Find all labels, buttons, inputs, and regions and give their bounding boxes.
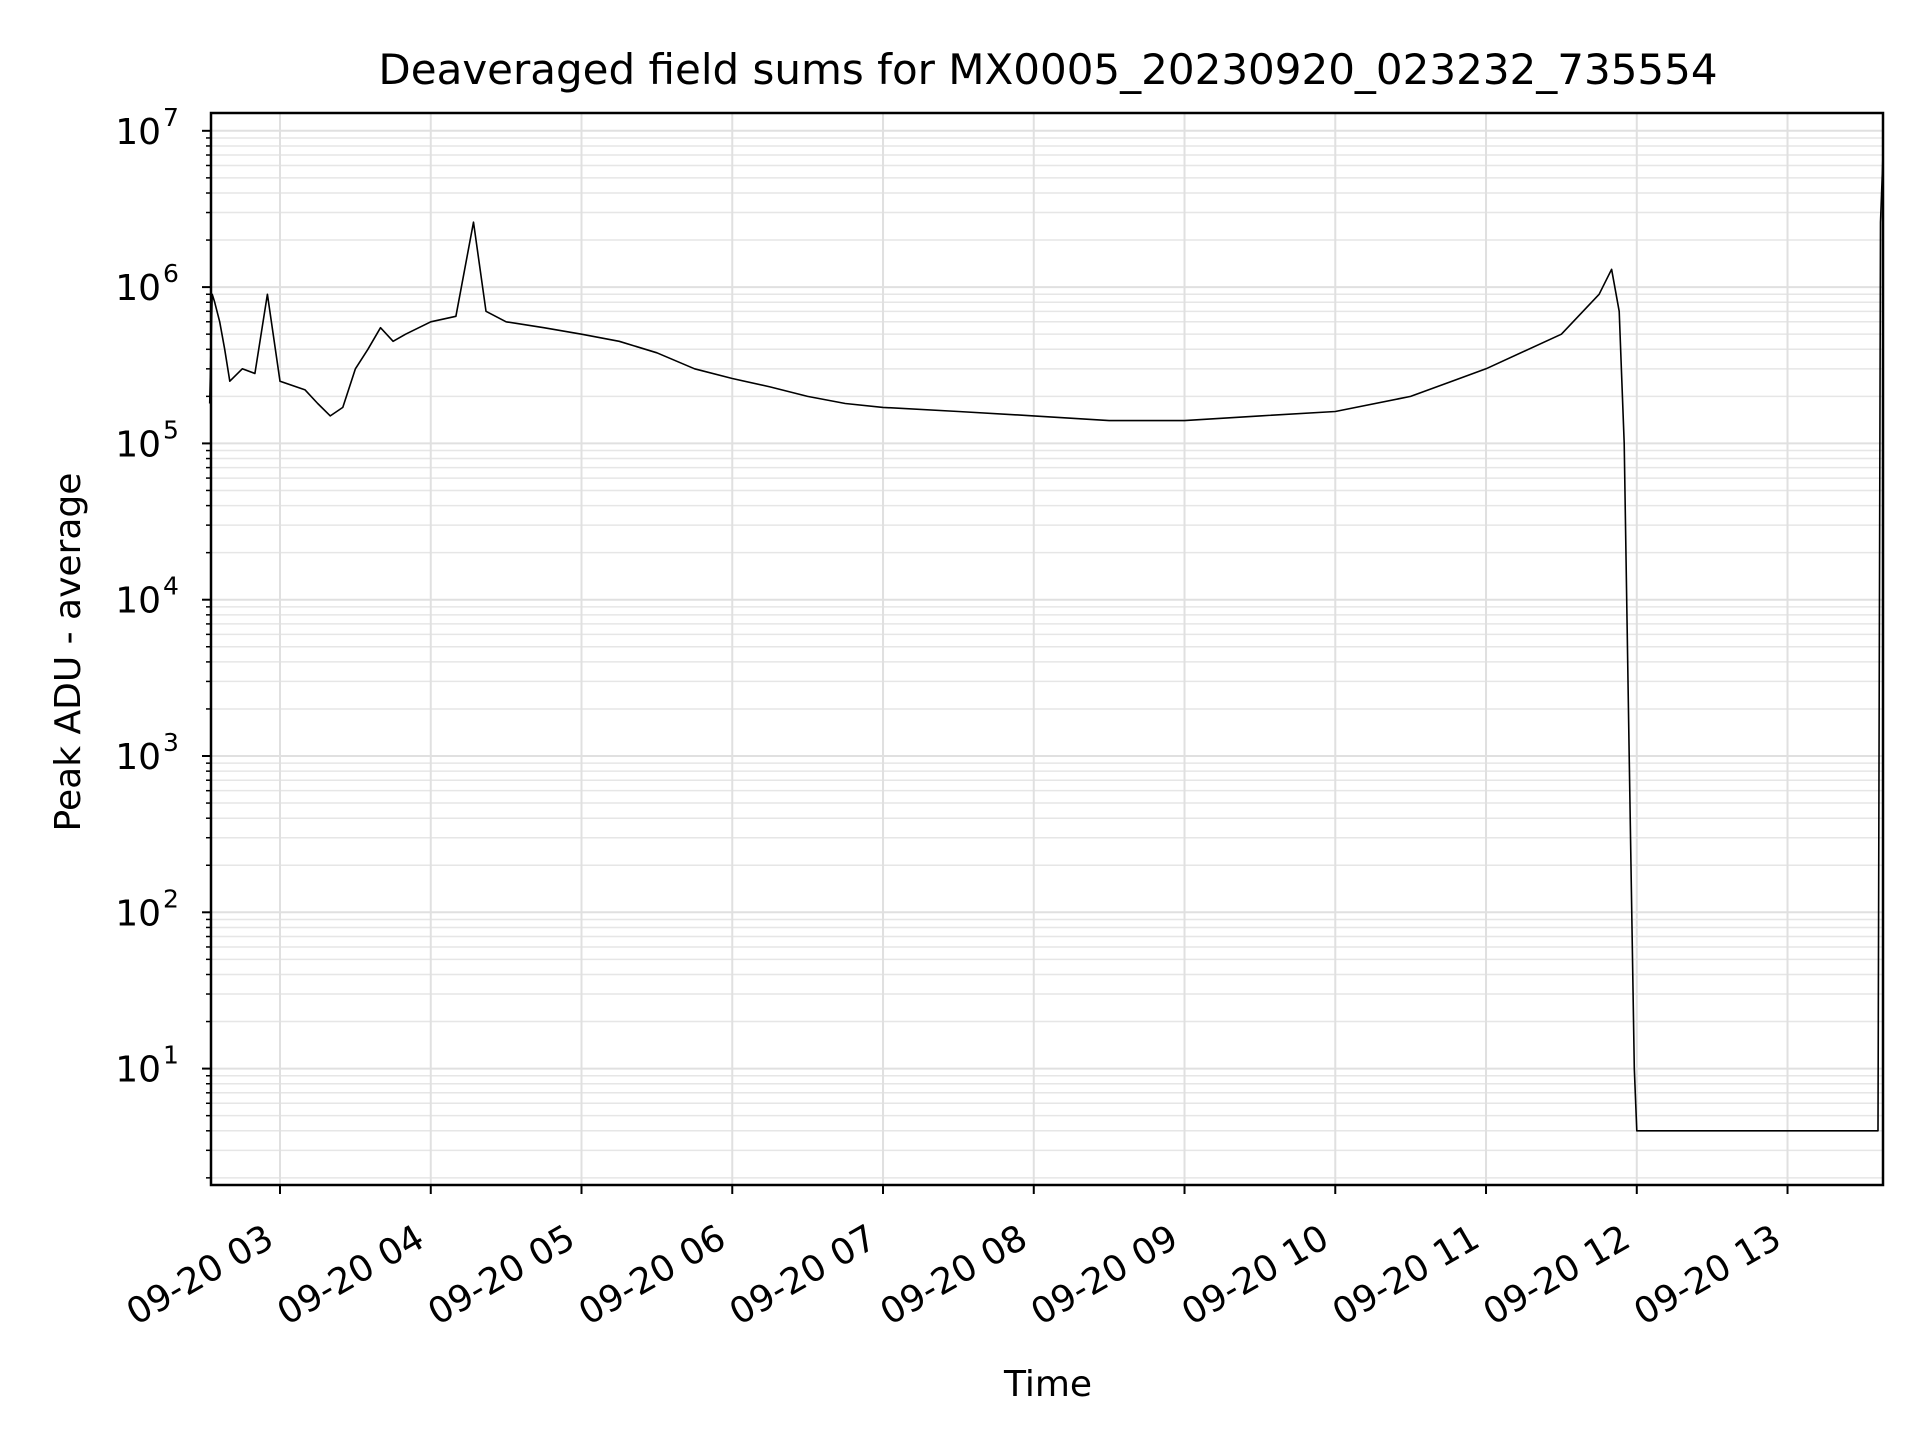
- y-tick-exponent: 4: [163, 572, 179, 601]
- x-axis-label: Time: [1003, 1364, 1092, 1405]
- y-tick-exponent: 2: [163, 884, 179, 913]
- y-tick-label: 10: [115, 581, 161, 622]
- series: [208, 154, 1884, 1132]
- plot-frame: [209, 111, 1885, 1187]
- grid: [211, 113, 1883, 1185]
- y-axis-label: Peak ADU - average: [48, 473, 89, 832]
- y-tick-exponent: 1: [163, 1041, 179, 1070]
- y-tick-label: 10: [115, 424, 161, 465]
- y-tick-exponent: 5: [163, 415, 179, 444]
- y-tick-exponent: 7: [163, 103, 179, 132]
- y-tick-label: 10: [115, 112, 161, 153]
- chart-title: Deaveraged field sums for MX0005_2023092…: [378, 45, 1717, 94]
- y-tick-exponent: 6: [163, 259, 179, 288]
- series-line: [208, 154, 1884, 1132]
- y-tick-label: 10: [115, 893, 161, 934]
- y-tick-label: 10: [115, 268, 161, 309]
- y-tick-label: 10: [115, 737, 161, 778]
- y-tick-label: 10: [115, 1050, 161, 1091]
- y-tick-exponent: 3: [163, 728, 179, 757]
